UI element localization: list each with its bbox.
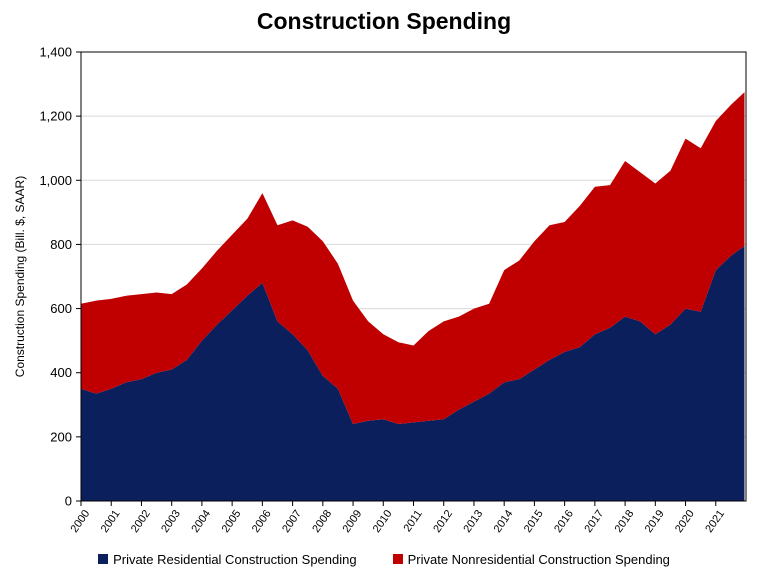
x-tick-label-2018: 2018: [613, 508, 637, 535]
x-tick-label-2015: 2015: [522, 508, 546, 535]
x-tick-label-2005: 2005: [220, 508, 244, 535]
x-tick-label-2000: 2000: [68, 508, 92, 535]
y-tick-label-1400: 1,400: [39, 45, 72, 60]
legend-label-residential: Private Residential Construction Spendin…: [113, 551, 357, 567]
x-tick-label-2016: 2016: [552, 508, 576, 535]
y-tick-label-800: 800: [50, 237, 72, 252]
x-tick-label-2017: 2017: [582, 508, 606, 535]
x-tick-label-2021: 2021: [703, 508, 727, 535]
legend-item-nonresidential: Private Nonresidential Construction Spen…: [392, 549, 670, 569]
y-tick-label-200: 200: [50, 429, 72, 444]
legend: Private Residential Construction Spendin…: [0, 549, 768, 569]
x-tick-label-2010: 2010: [371, 508, 395, 535]
legend-swatch-nonresidential: [392, 554, 403, 564]
x-tick-label-2006: 2006: [250, 508, 274, 535]
series-area-nonresidential: [81, 92, 745, 424]
x-tick-label-2009: 2009: [341, 508, 365, 535]
x-tick-label-2003: 2003: [159, 508, 183, 535]
x-tick-label-2011: 2011: [401, 508, 424, 534]
legend-item-residential: Private Residential Construction Spendin…: [98, 549, 357, 569]
y-axis-label: Construction Spending (Bill. $, SAAR): [13, 176, 27, 377]
x-tick-label-2013: 2013: [461, 508, 485, 535]
y-tick-label-400: 400: [50, 365, 72, 380]
x-tick-label-2014: 2014: [492, 508, 516, 535]
x-tick-label-2004: 2004: [189, 508, 213, 535]
x-tick-label-2007: 2007: [280, 508, 304, 535]
y-tick-label-0: 0: [65, 494, 72, 509]
y-tick-label-600: 600: [50, 301, 72, 316]
y-tick-label-1000: 1,000: [39, 173, 72, 188]
legend-swatch-residential: [98, 554, 109, 564]
series-areas: [81, 92, 745, 501]
x-tick-label-2020: 2020: [673, 508, 697, 535]
x-tick-label-2008: 2008: [310, 508, 334, 535]
legend-label-nonresidential: Private Nonresidential Construction Spen…: [407, 551, 670, 567]
x-tick-label-2002: 2002: [129, 508, 153, 535]
x-tick-label-2001: 2001: [99, 508, 123, 535]
series-area-residential: [81, 246, 745, 501]
x-tick-label-2012: 2012: [431, 508, 455, 535]
y-tick-label-1200: 1,200: [39, 109, 72, 124]
chart-title: Construction Spending: [256, 8, 512, 34]
x-tick-label-2019: 2019: [643, 508, 667, 535]
